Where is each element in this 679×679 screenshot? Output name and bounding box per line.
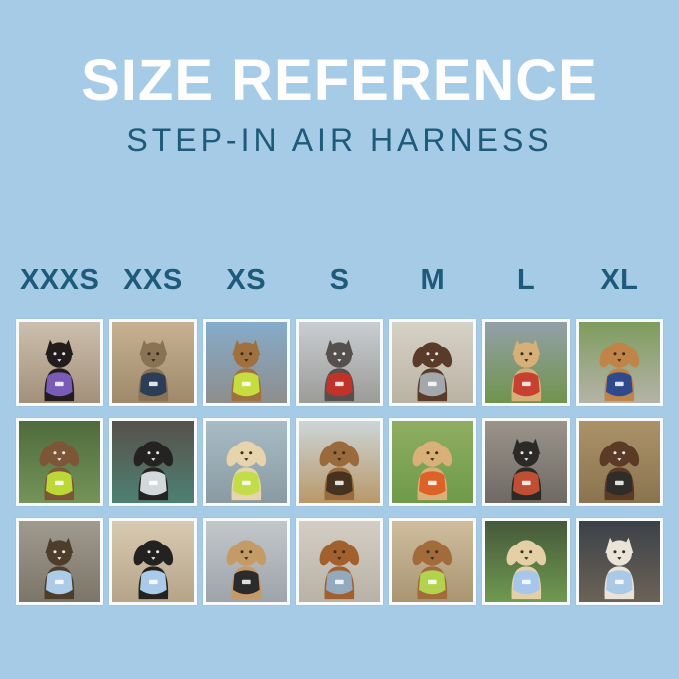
dog-silhouette bbox=[506, 540, 546, 600]
dog-silhouette bbox=[412, 342, 453, 401]
pet-photo-xl-row2 bbox=[575, 418, 663, 506]
pet-photo-xs-row1 bbox=[202, 319, 290, 407]
dog-silhouette bbox=[133, 441, 173, 501]
size-label-xs: XS bbox=[226, 264, 267, 296]
dog-silhouette bbox=[319, 540, 360, 600]
dog-silhouette bbox=[226, 441, 266, 501]
cat-silhouette bbox=[138, 339, 168, 401]
size-label-xxs: XXS bbox=[123, 264, 183, 296]
page-subtitle: STEP-IN AIR HARNESS bbox=[126, 122, 553, 158]
dog-silhouette bbox=[412, 441, 453, 501]
dog-silhouette bbox=[511, 339, 541, 401]
size-label-l: L bbox=[516, 264, 536, 296]
page-title: SIZE REFERENCE bbox=[81, 48, 598, 113]
pet-photo-xxs-row2 bbox=[109, 418, 197, 506]
dog-silhouette bbox=[39, 441, 80, 501]
pet-photo-xxs-row1 bbox=[109, 319, 197, 407]
pet-photo-s-row3 bbox=[295, 517, 384, 605]
dog-silhouette bbox=[319, 441, 360, 501]
pet-photo-xs-row3 bbox=[202, 517, 290, 605]
dog-silhouette bbox=[599, 342, 640, 401]
size-label-xxxs: XXXS bbox=[19, 264, 100, 296]
pet-photo-xl-row1 bbox=[575, 319, 663, 407]
pet-photo-l-row2 bbox=[482, 418, 570, 506]
pet-photo-xxxs-row3 bbox=[16, 517, 104, 605]
pet-photo-l-row1 bbox=[482, 319, 570, 407]
size-label-s: S bbox=[329, 264, 350, 296]
pet-photo-xl-row3 bbox=[575, 517, 663, 605]
dog-silhouette bbox=[133, 540, 173, 600]
pet-photo-s-row1 bbox=[295, 319, 384, 407]
dog-silhouette bbox=[226, 540, 266, 600]
pet-photo-m-row2 bbox=[389, 418, 477, 506]
dog-silhouette bbox=[44, 538, 75, 600]
pet-photo-xxs-row3 bbox=[109, 517, 197, 605]
dog-silhouette bbox=[412, 540, 453, 600]
pet-photo-s-row2 bbox=[295, 418, 384, 506]
photo-grid bbox=[16, 319, 663, 605]
dog-silhouette bbox=[511, 438, 541, 501]
cat-silhouette bbox=[44, 339, 75, 401]
dog-silhouette bbox=[599, 441, 640, 501]
pet-photo-m-row3 bbox=[389, 517, 477, 605]
pet-photo-xxxs-row2 bbox=[16, 418, 104, 506]
pet-photo-l-row3 bbox=[482, 517, 570, 605]
pet-photo-xxxs-row1 bbox=[16, 319, 104, 407]
dog-silhouette bbox=[324, 339, 355, 401]
cat-silhouette bbox=[231, 339, 262, 401]
size-header-row: XXXS XXS XS S M L XL bbox=[16, 264, 663, 297]
pet-photo-xs-row2 bbox=[202, 418, 290, 506]
dog-silhouette bbox=[604, 538, 635, 600]
pet-photo-m-row1 bbox=[389, 319, 477, 407]
size-label-xl: XL bbox=[600, 264, 639, 296]
size-label-m: M bbox=[420, 264, 446, 296]
